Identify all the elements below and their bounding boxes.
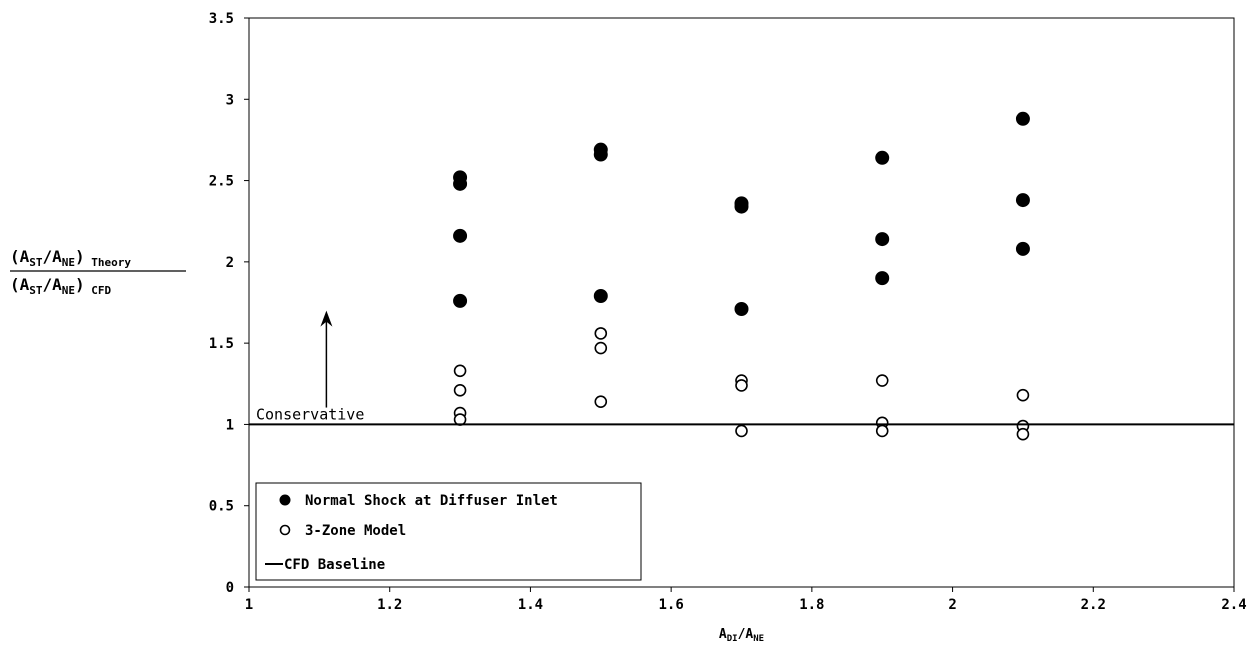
x-tick-label: 1 (245, 597, 253, 613)
axes: 1 1.2 1.4 1.6 1.8 2 2.2 2.4 0 0.5 1 1.5 2 2.5 3 3.5 (209, 11, 1247, 613)
plot-frame (248, 17, 1235, 588)
y-tick-label: 0 (226, 580, 234, 596)
x-tick-label: 1.2 (377, 597, 402, 613)
y-tick-label: 0.5 (209, 499, 234, 515)
legend-open-swatch (279, 524, 291, 536)
legend: Normal Shock at Diffuser Inlet 3-Zone Mod… (255, 482, 642, 581)
y-tick-label: 2 (226, 255, 234, 271)
three-zone-point (453, 383, 467, 397)
normal-shock-point (875, 271, 890, 286)
normal-shock-point (875, 232, 890, 247)
conservative-arrow-head (320, 310, 333, 327)
y-tick-label: 2.5 (209, 174, 234, 190)
x-tick-label: 2 (948, 597, 956, 613)
three-zone-point (594, 395, 608, 408)
normal-shock-point (453, 176, 468, 191)
y-axis-label-denominator: (AST/ANE) CFD (10, 275, 112, 297)
normal-shock-point (453, 228, 468, 243)
y-tick-label: 1 (226, 417, 234, 433)
three-zone-point (453, 364, 467, 378)
data-points (249, 111, 1234, 441)
normal-shock-point (734, 199, 749, 214)
y-tick-label: 1.5 (209, 336, 234, 352)
x-tick-label: 1.8 (799, 597, 824, 613)
legend-label: CFD Baseline (284, 557, 385, 573)
axis-labels: ADI/ANE (AST/ANE) Theory (AST/ANE) CFD (10, 247, 764, 644)
three-zone-point (1016, 427, 1030, 441)
x-axis-label: ADI/ANE (719, 627, 764, 644)
x-tick-label: 1.6 (658, 597, 683, 613)
normal-shock-point (875, 150, 890, 165)
three-zone-point (735, 379, 748, 392)
legend-filled-swatch (279, 494, 291, 506)
three-zone-point (1016, 388, 1030, 402)
normal-shock-point (593, 288, 608, 303)
legend-box (255, 482, 642, 581)
x-tick-label: 1.4 (518, 597, 543, 613)
x-tick-label: 2.4 (1221, 597, 1246, 613)
y-axis-label-numerator: (AST/ANE) Theory (10, 247, 131, 269)
y-tick-label: 3.5 (209, 11, 234, 27)
normal-shock-point (1015, 193, 1030, 208)
y-tick-label: 3 (226, 92, 234, 108)
three-zone-point (453, 413, 467, 426)
three-zone-point (594, 341, 608, 355)
three-zone-point (875, 374, 889, 387)
x-tick-label: 2.2 (1081, 597, 1106, 613)
normal-shock-point (453, 293, 468, 308)
three-zone-point (594, 327, 608, 340)
three-zone-point (735, 424, 748, 438)
normal-shock-point (593, 147, 608, 162)
normal-shock-point (1015, 241, 1030, 256)
annotation: Conservative (256, 310, 364, 423)
legend-label: Normal Shock at Diffuser Inlet (305, 493, 558, 509)
legend-label: 3-Zone Model (305, 523, 406, 539)
three-zone-point (875, 424, 889, 438)
normal-shock-point (1015, 111, 1030, 126)
conservative-label: Conservative (256, 405, 364, 423)
normal-shock-point (734, 302, 749, 317)
